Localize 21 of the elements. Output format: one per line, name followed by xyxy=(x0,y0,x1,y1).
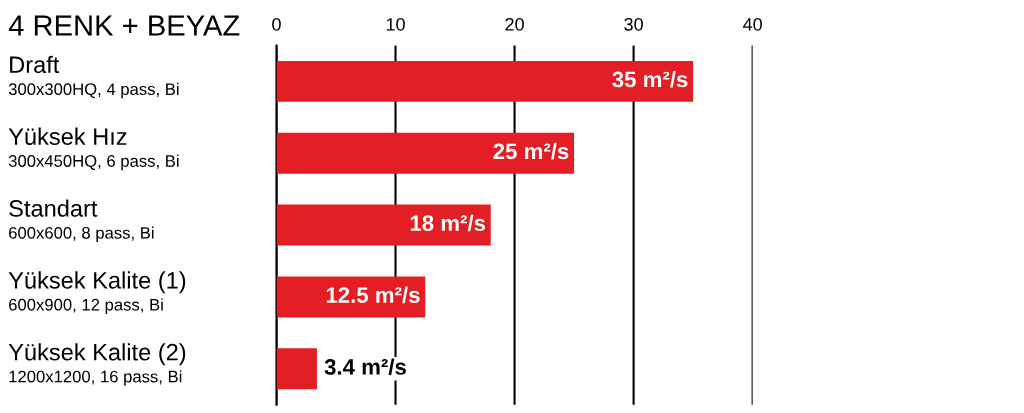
data-label: 12.5 m²/s xyxy=(326,286,420,304)
bar xyxy=(276,204,491,246)
x-tick-label: 10 xyxy=(386,17,405,31)
x-tick-label: 40 xyxy=(743,17,762,31)
chart-title: 4 RENK + BEYAZ xyxy=(8,15,240,36)
y-tick-label: Yüksek Kalite (2) 1200x1200, 16 pass, Bi xyxy=(8,343,186,386)
data-label: 18 m²/s xyxy=(410,214,486,232)
y-tick-label: Yüksek Kalite (1) 600x900, 12 pass, Bi xyxy=(8,271,186,314)
y-tick-label: Yüksek Hız 300x450HQ, 6 pass, Bi xyxy=(8,127,179,171)
data-label: 25 m²/s xyxy=(493,142,569,160)
y-tick-label: Standart 600x600, 8 pass, Bi xyxy=(9,199,154,243)
data-label: 35 m²/s xyxy=(612,71,688,88)
data-label: 3.4 m²/s xyxy=(324,358,406,375)
bar xyxy=(276,132,575,174)
x-tick-label: 0 xyxy=(272,17,281,31)
x-tick-label: 30 xyxy=(624,17,643,31)
bar xyxy=(276,60,694,102)
x-tick-label: 20 xyxy=(505,17,524,31)
y-tick-label: Draft 300x300HQ, 4 pass, Bi xyxy=(8,55,179,99)
bar xyxy=(276,348,317,390)
bar xyxy=(276,276,426,318)
